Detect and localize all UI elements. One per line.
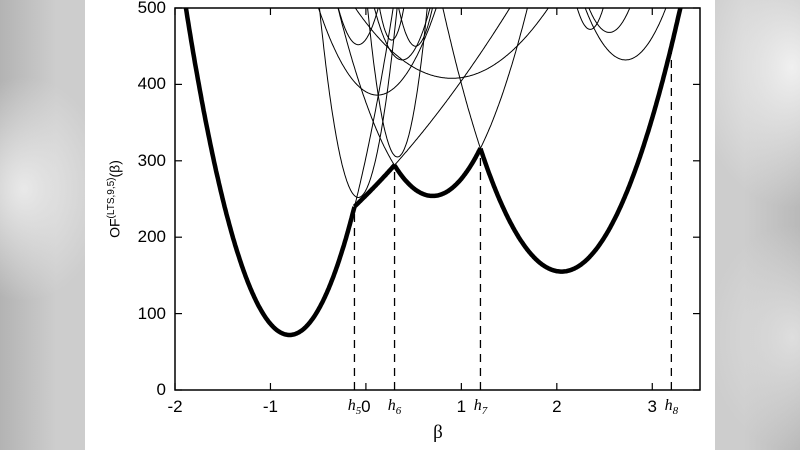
envelope-curve-segment [183,8,357,338]
x-axis-label: β [433,422,443,443]
x-tick-label: 1 [456,397,467,416]
thin-objective-curve [584,8,667,61]
y-axis-label: OF(LTS,9,5)(β) [103,114,123,284]
envelope-curve-segment [392,147,483,199]
thin-objective-curve [588,8,631,33]
x-tick-label: -1 [262,397,279,416]
y-axis-label-base: OF [106,218,123,238]
y-tick-label: 500 [137,0,166,17]
y-tick-label: 200 [137,227,166,247]
y-tick-label: 300 [137,150,166,170]
y-axis-label-argument: (β) [106,160,123,178]
curves-layer [183,8,683,390]
h-mark-label: h5 [347,397,362,418]
x-tick-label: -2 [167,397,183,416]
h-mark-label: h7 [473,397,488,418]
thin-objective-curve [442,8,481,149]
plot-area [175,8,700,390]
y-tick-label: 0 [156,380,166,399]
x-tick-label: 0 [361,397,371,416]
envelope-curve-segment [478,8,683,274]
thin-objective-curve [354,8,394,207]
envelope-curve-segment [352,163,397,209]
y-tick-label: 400 [137,74,166,94]
h-mark-label: h8 [664,397,679,418]
y-tick-label: 100 [137,303,166,323]
x-tick-label: 3 [647,397,657,416]
y-axis-label-superscript: (LTS,9,5) [106,177,117,219]
thin-objective-curve [354,8,549,79]
x-tick-label: 2 [552,397,562,416]
h-mark-label: h6 [387,397,402,418]
axes-box [174,7,701,391]
